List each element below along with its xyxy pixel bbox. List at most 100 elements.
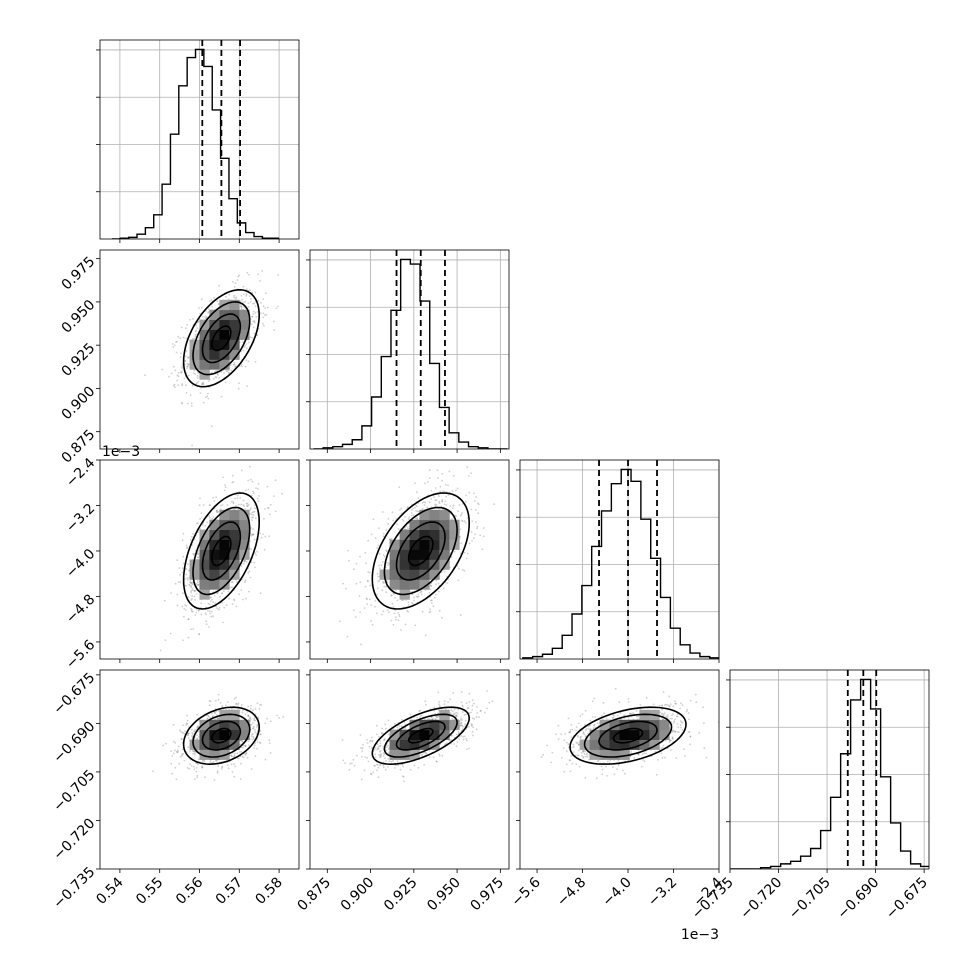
sample-point [207,602,210,605]
sample-point [233,294,236,297]
density-cell [399,579,410,590]
sample-point [452,475,455,477]
sample-point [233,296,236,298]
sample-point [240,350,243,353]
sample-point [188,750,191,752]
sample-point [262,305,265,308]
sample-point [471,520,474,522]
sample-point [199,528,202,530]
sample-point [242,562,245,565]
sample-point [216,771,219,774]
sample-point [251,291,254,294]
contour-line [182,492,261,610]
density-cell [199,559,210,570]
sample-point [193,768,196,771]
pair-panel-0-1 [96,249,300,453]
sample-point [413,596,416,599]
sample-point [235,365,237,368]
density-cell [219,559,230,570]
sample-point [206,395,209,398]
sample-point [176,374,179,377]
sample-point [465,557,468,560]
sample-point [477,512,480,515]
sample-point [209,603,211,606]
sample-point [181,754,183,757]
sample-point [435,499,438,502]
pair-panel-1-3 [306,669,510,873]
sample-point [265,313,268,316]
sample-point [392,593,395,595]
sample-point [471,540,473,542]
sample-point [250,298,252,300]
sample-point [240,503,243,506]
sample-point [174,741,177,744]
sample-point [475,521,477,523]
sample-point [186,577,189,579]
sample-point [197,725,199,728]
sample-point [272,495,275,497]
sample-point [379,754,382,757]
sample-point [194,330,197,333]
sample-point [238,274,241,277]
sample-point [191,544,194,546]
sample-point [213,370,216,373]
sample-point [240,565,243,567]
sample-point [383,555,386,558]
sample-point [190,599,193,601]
sample-point [241,305,243,308]
sample-point [250,534,253,537]
sample-point [185,573,188,576]
sample-point [225,604,228,607]
sample-point [254,742,256,744]
density-cell [229,719,240,731]
sample-point [193,765,195,768]
sample-point [378,579,381,582]
sample-point [241,755,244,758]
sample-point [245,359,248,362]
sample-point [255,315,258,318]
sample-point [168,375,171,378]
sample-point [380,564,383,567]
sample-point [171,755,174,757]
sample-point [183,607,186,610]
sample-point [250,723,253,726]
sample-point [177,749,180,752]
sample-point [212,715,214,718]
sample-point [176,379,179,382]
sample-point [247,714,250,717]
sample-point [212,496,215,499]
sample-point [192,552,195,555]
sample-point [458,567,460,570]
panel-frame [309,249,510,450]
sample-point [253,321,256,324]
sample-point [248,465,251,468]
sample-point [197,553,200,556]
sample-point [466,748,468,751]
sample-point [388,562,390,565]
sample-point [224,484,227,486]
sample-point [275,307,278,310]
sample-point [417,593,420,596]
pair-plot-area [341,690,494,783]
sample-point [191,610,194,613]
sample-point [465,494,467,497]
sample-point [353,568,355,571]
sample-point [437,477,439,479]
density-cell [239,529,250,540]
sample-point [190,607,193,610]
sample-point [188,583,191,586]
sample-point [220,504,222,507]
sample-point [193,778,196,781]
sample-point [196,737,199,740]
sample-point [430,584,432,587]
sample-point [227,590,230,593]
sample-point [425,703,427,706]
sample-point [268,535,271,538]
sample-point [204,776,206,779]
density-cell [409,569,420,580]
sample-point [178,762,180,765]
sample-point [247,715,250,717]
sample-point [476,527,478,530]
sample-point [246,505,249,508]
density-cell [229,509,240,521]
